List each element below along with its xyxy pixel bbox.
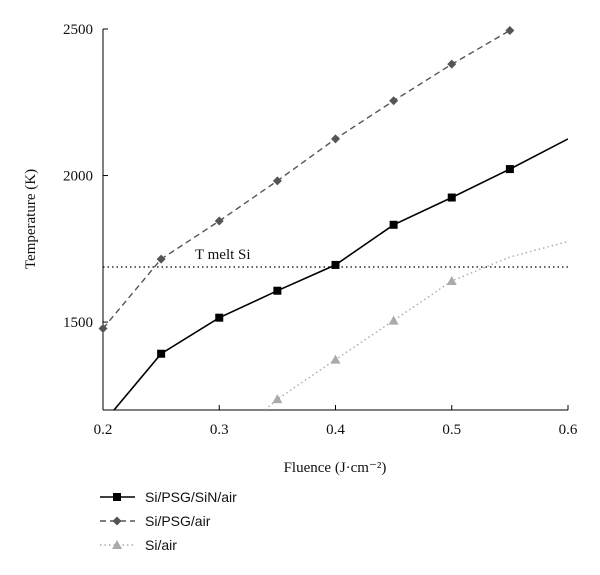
x-tick-label: 0.5	[442, 422, 461, 438]
data-point	[272, 394, 283, 404]
labels: Fluence (J·cm⁻²) Temperature (K) T melt …	[23, 169, 386, 476]
series-line-0	[112, 138, 568, 410]
series-layer	[103, 29, 568, 410]
data-point	[157, 349, 166, 358]
data-point	[446, 276, 457, 286]
data-point	[98, 324, 108, 334]
legend-marker-2	[112, 540, 122, 549]
x-axis-title: Fluence (J·cm⁻²)	[284, 460, 387, 476]
x-tick-label: 0.3	[210, 422, 229, 438]
data-point	[215, 313, 224, 322]
data-point	[214, 216, 224, 226]
data-point	[389, 96, 399, 106]
data-point	[505, 25, 515, 35]
data-point	[156, 254, 166, 264]
legend-label-1: Si/PSG/air	[145, 513, 211, 529]
axes: 0.2 0.3 0.4 0.5 0.6 1500 2000 2500	[63, 22, 578, 438]
y-tick-label: 2500	[63, 22, 93, 38]
x-tick-label: 0.4	[326, 422, 345, 438]
data-point	[331, 260, 340, 269]
y-axis-title: Temperature (K)	[23, 169, 39, 269]
reference-line-label: T melt Si	[195, 247, 251, 263]
y-tick-label: 2000	[63, 169, 93, 185]
data-point	[388, 315, 399, 325]
data-point	[447, 193, 456, 202]
legend-label-2: Si/air	[145, 537, 177, 553]
data-point	[330, 354, 341, 364]
legend-marker-0	[113, 493, 121, 501]
legend: Si/PSG/SiN/air Si/PSG/air Si/air	[100, 489, 237, 553]
x-tick-label: 0.6	[559, 422, 578, 438]
data-point	[331, 134, 340, 144]
x-tick-label: 0.2	[94, 422, 113, 438]
data-point	[273, 286, 282, 295]
legend-label-0: Si/PSG/SiN/air	[145, 489, 237, 505]
legend-marker-1	[112, 516, 122, 526]
y-tick-label: 1500	[63, 315, 93, 331]
data-point	[389, 220, 398, 229]
data-point	[505, 165, 514, 174]
data-point	[447, 59, 457, 69]
data-point	[272, 176, 282, 186]
marker-layer	[98, 25, 515, 404]
series-line-1	[103, 29, 511, 329]
series-line-2	[264, 240, 568, 410]
